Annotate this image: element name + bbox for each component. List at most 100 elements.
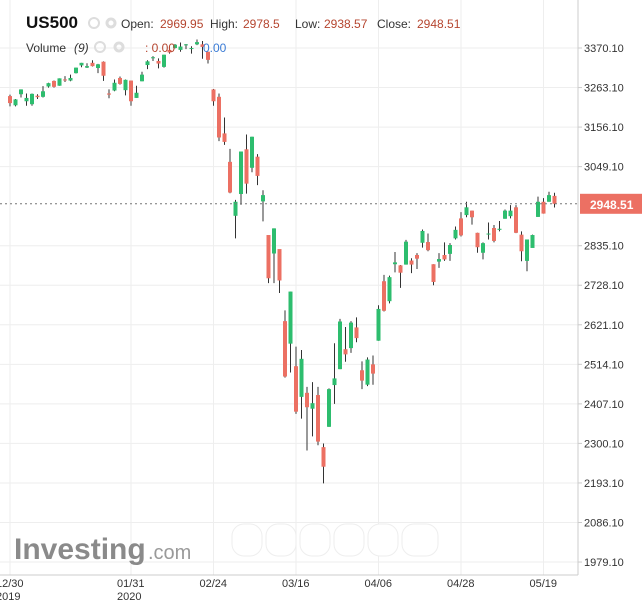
candle-body bbox=[283, 321, 287, 377]
candle-body bbox=[343, 349, 348, 355]
header: US500 Open: 2969.95 High: 2978.5 Low: 29… bbox=[26, 13, 461, 55]
candle-body bbox=[107, 93, 111, 95]
candle-body bbox=[409, 260, 414, 265]
candle-body bbox=[228, 161, 232, 193]
close-value: 2948.51 bbox=[417, 17, 461, 31]
candle-body bbox=[222, 133, 227, 142]
x-tick-label: 04/06 bbox=[365, 578, 393, 590]
candle-body bbox=[393, 262, 397, 265]
candle-body bbox=[68, 77, 73, 81]
candle-body bbox=[492, 228, 496, 241]
tool-button[interactable] bbox=[333, 523, 365, 557]
candle-body bbox=[52, 80, 56, 87]
x-tick-label: 03/16 bbox=[282, 578, 310, 590]
gear-icon[interactable] bbox=[105, 17, 117, 29]
close-label: Close: bbox=[377, 17, 411, 31]
candle-body bbox=[530, 235, 535, 248]
candle-body bbox=[305, 392, 309, 408]
watermark-domain: .com bbox=[148, 542, 191, 564]
candle-body bbox=[431, 264, 436, 282]
candle-body bbox=[316, 395, 320, 442]
candle-body bbox=[470, 210, 474, 218]
candle-body bbox=[327, 389, 331, 427]
candle-body bbox=[277, 249, 282, 281]
candle-body bbox=[200, 44, 205, 47]
candle-body bbox=[74, 67, 78, 74]
candle-body bbox=[101, 61, 106, 76]
candle-body bbox=[382, 281, 386, 311]
candle-body bbox=[519, 234, 524, 252]
candle-body bbox=[371, 364, 375, 374]
tool-button[interactable] bbox=[299, 523, 331, 557]
y-tick-label: 3263.10 bbox=[584, 83, 624, 95]
x-tick-label: 02/24 bbox=[200, 578, 228, 590]
candle-body bbox=[272, 228, 276, 254]
watermark: Investing .com bbox=[14, 533, 191, 566]
candle-body bbox=[448, 245, 452, 254]
candle-body bbox=[398, 265, 403, 273]
candle-body bbox=[508, 210, 513, 217]
candle-body bbox=[250, 136, 254, 168]
candle-body bbox=[233, 201, 238, 216]
x-tick-label: 04/28 bbox=[447, 578, 475, 590]
candle-body bbox=[41, 91, 45, 97]
toolbar bbox=[231, 523, 439, 557]
high-label: High: bbox=[210, 17, 238, 31]
eye-icon[interactable] bbox=[94, 41, 106, 53]
candle-body bbox=[24, 97, 29, 102]
watermark-brand: Investing bbox=[14, 533, 146, 566]
candle-body bbox=[151, 57, 155, 59]
candle-body bbox=[145, 61, 150, 66]
candle-body bbox=[459, 218, 463, 236]
candle-body bbox=[85, 66, 89, 68]
candle-body bbox=[8, 96, 12, 104]
candle-body bbox=[415, 254, 419, 259]
candle-body bbox=[211, 89, 216, 102]
candle-body bbox=[30, 93, 34, 105]
candle-body bbox=[206, 51, 210, 60]
candle-body bbox=[497, 228, 502, 230]
candle-body bbox=[321, 447, 326, 467]
y-tick-label: 3049.10 bbox=[584, 162, 624, 174]
tool-button[interactable] bbox=[401, 523, 439, 557]
x-tick-label: 05/19 bbox=[530, 578, 558, 590]
candle-body bbox=[118, 77, 122, 84]
x-tick-label: 01/31 2020 bbox=[117, 578, 145, 602]
candle-body bbox=[387, 277, 392, 302]
candle-body bbox=[112, 82, 117, 91]
candle-body bbox=[189, 48, 194, 50]
candle-body bbox=[156, 60, 161, 64]
open-label: Open: bbox=[121, 17, 154, 31]
y-tick-label: 2621.10 bbox=[584, 320, 624, 332]
candle-body bbox=[299, 358, 304, 397]
candle-body bbox=[79, 62, 84, 66]
gear-icon[interactable] bbox=[113, 41, 125, 53]
eye-icon[interactable] bbox=[88, 17, 100, 29]
candle-body bbox=[140, 74, 144, 82]
candle-body bbox=[19, 89, 23, 95]
candle-body bbox=[129, 80, 133, 102]
x-tick-label: 12/302019 bbox=[0, 578, 24, 602]
candle-body bbox=[162, 54, 166, 67]
tool-button[interactable] bbox=[231, 523, 263, 557]
tool-button[interactable] bbox=[265, 523, 297, 557]
y-tick-label: 2193.10 bbox=[584, 478, 624, 490]
candle-body bbox=[90, 62, 95, 67]
candle-body bbox=[134, 92, 139, 98]
candle-body bbox=[13, 99, 18, 106]
candle-body bbox=[63, 79, 67, 81]
candle-body bbox=[255, 156, 260, 176]
y-tick-label: 1979.10 bbox=[584, 557, 624, 569]
candle-body bbox=[552, 195, 557, 204]
candle-body bbox=[360, 370, 364, 381]
tool-button[interactable] bbox=[367, 523, 399, 557]
candle-body bbox=[184, 44, 188, 46]
y-tick-label: 3156.10 bbox=[584, 122, 624, 134]
candle-body bbox=[244, 149, 249, 184]
candle-body bbox=[426, 242, 430, 251]
last-price-box bbox=[580, 193, 642, 214]
low-value: 2938.57 bbox=[324, 17, 368, 31]
open-value: 2969.95 bbox=[160, 17, 204, 31]
